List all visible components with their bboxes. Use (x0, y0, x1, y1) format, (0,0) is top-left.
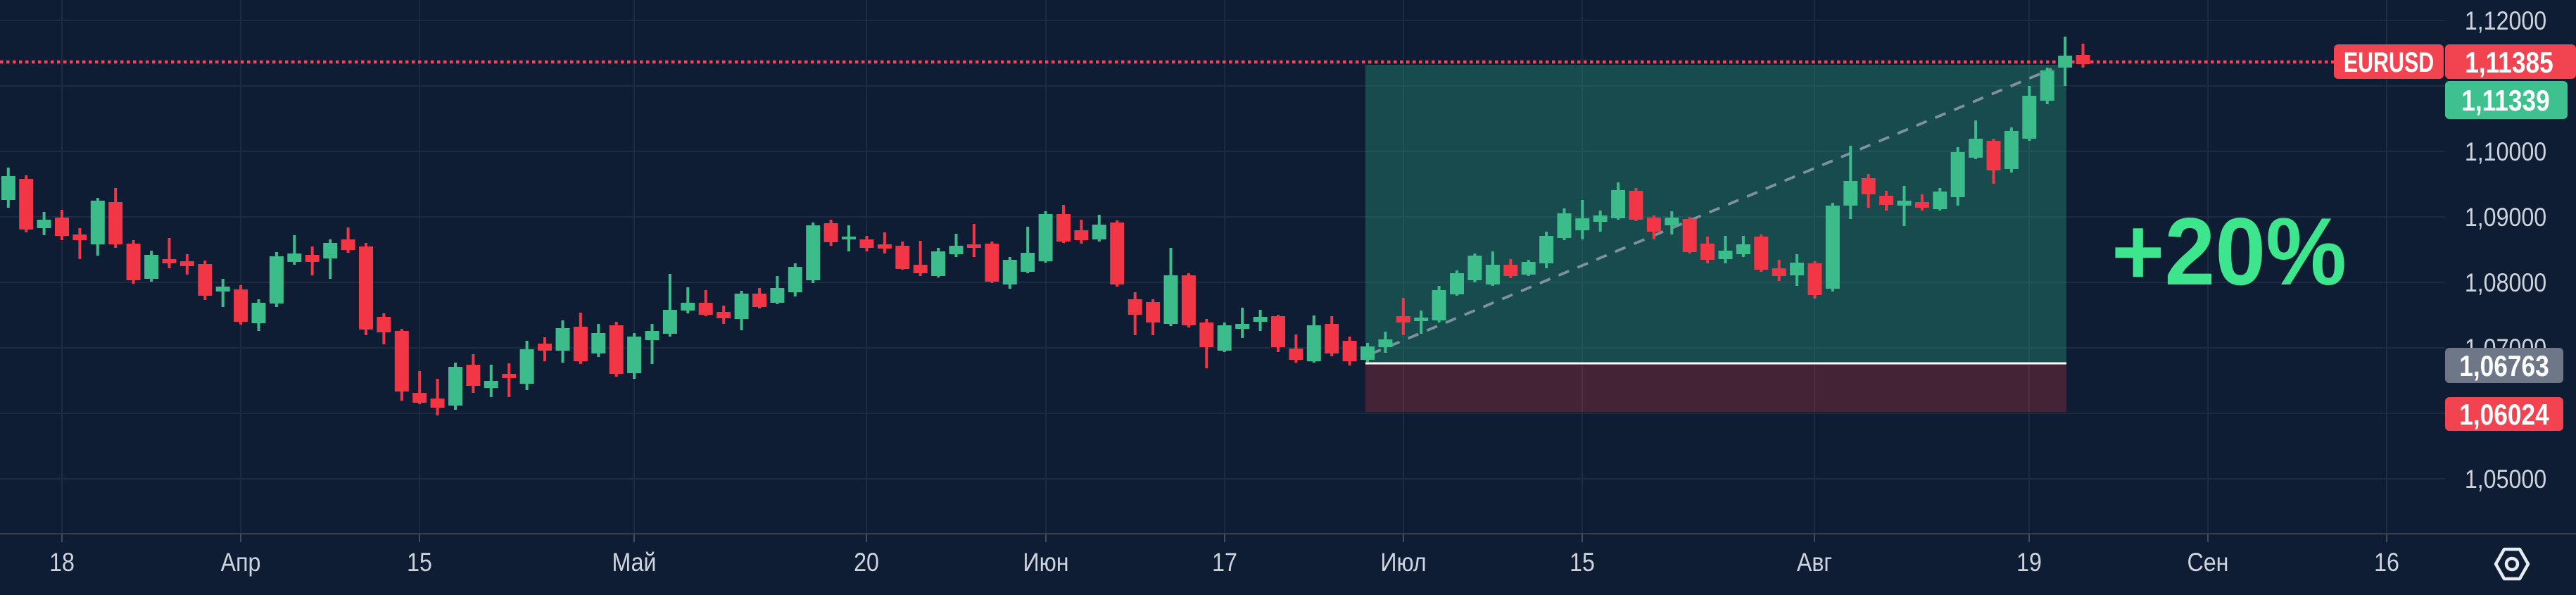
svg-text:1,11385: 1,11385 (2465, 46, 2553, 80)
svg-text:1,08000: 1,08000 (2465, 269, 2546, 298)
svg-text:EURUSD: EURUSD (2344, 46, 2434, 78)
svg-text:1,10000: 1,10000 (2465, 138, 2546, 167)
svg-text:15: 15 (1570, 549, 1595, 577)
svg-text:1,12000: 1,12000 (2465, 7, 2546, 36)
svg-text:Апр: Апр (221, 549, 261, 577)
svg-text:Май: Май (612, 549, 656, 577)
svg-text:15: 15 (407, 549, 432, 577)
svg-text:1,09000: 1,09000 (2465, 203, 2546, 232)
svg-text:1,06024: 1,06024 (2459, 399, 2549, 432)
svg-text:17: 17 (1212, 549, 1237, 577)
svg-text:1,06763: 1,06763 (2459, 350, 2549, 383)
svg-text:1,11339: 1,11339 (2461, 84, 2550, 118)
svg-text:20: 20 (854, 549, 879, 577)
svg-text:19: 19 (2016, 549, 2042, 577)
svg-text:Сен: Сен (2187, 549, 2229, 577)
svg-text:+20%: +20% (2111, 199, 2347, 306)
svg-text:16: 16 (2374, 549, 2399, 577)
svg-text:Июл: Июл (1380, 549, 1426, 577)
svg-text:1,05000: 1,05000 (2465, 465, 2546, 494)
svg-text:Июн: Июн (1023, 549, 1068, 577)
svg-text:18: 18 (49, 549, 75, 577)
svg-text:Авг: Авг (1797, 549, 1832, 577)
